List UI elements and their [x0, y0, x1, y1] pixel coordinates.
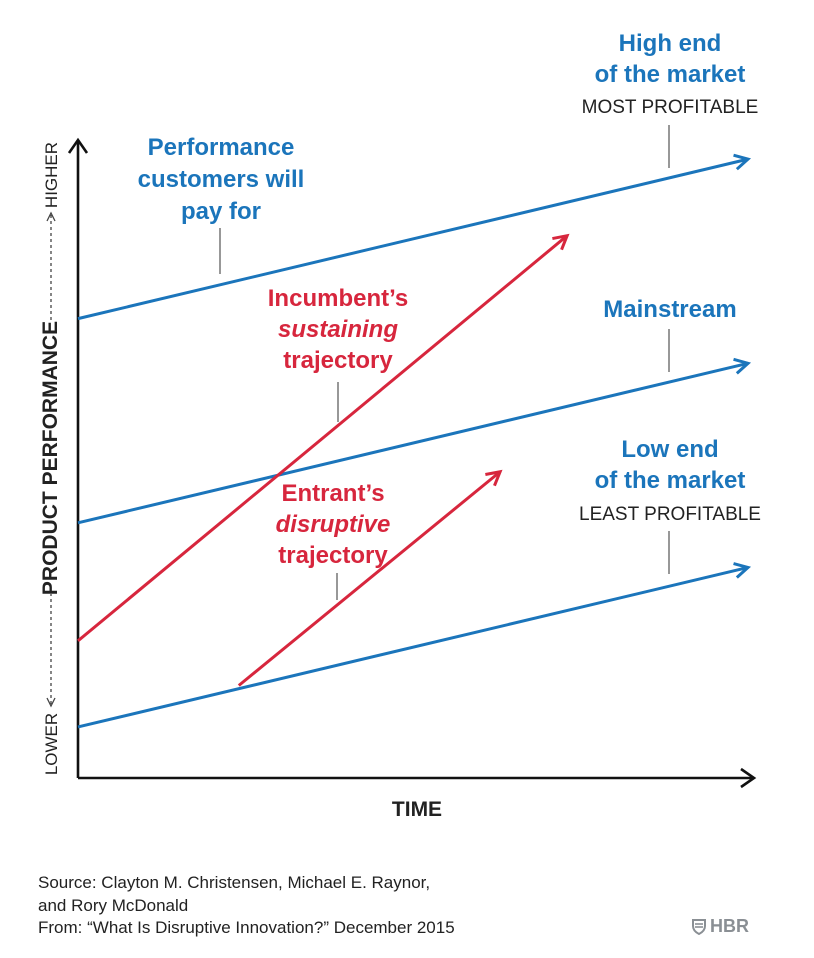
market-line-1 — [77, 361, 749, 525]
y-axis-label: PRODUCT PERFORMANCE — [39, 321, 62, 595]
market-label-0: High end — [619, 30, 722, 57]
chart-labels: High end of the market MOST PROFITABLE Main… — [138, 30, 761, 600]
trajectory-line-3 — [77, 234, 569, 642]
market-label-2: Low end — [621, 436, 718, 463]
annotation-label: customers will — [138, 166, 305, 193]
trajectory-label-4: Entrant’s — [281, 480, 384, 507]
source-note: Source: Clayton M. Christensen, Michael … — [38, 872, 678, 940]
shield-icon — [692, 918, 706, 935]
market-label-1: Mainstream — [603, 296, 736, 323]
x-axis-label: TIME — [392, 798, 442, 821]
y-axis-high-guide-arrowhead — [46, 211, 56, 222]
y-axis-low-guide-arrowhead — [46, 697, 56, 708]
source-line: and Rory McDonald — [38, 895, 189, 915]
trajectory-label-4: disruptive — [276, 511, 391, 538]
market-line-0-arrowhead — [733, 153, 752, 171]
y-axis-low-label: LOWER — [42, 713, 61, 775]
trajectory-label-4: trajectory — [278, 542, 388, 569]
market-sublabel-2: LEAST PROFITABLE — [579, 504, 761, 525]
y-axis-high-label: HIGHER — [42, 142, 61, 208]
market-line-2 — [77, 566, 749, 729]
annotation-label: Performance — [148, 134, 295, 161]
y-axis-arrowhead — [67, 137, 89, 154]
market-line-1-arrowhead — [733, 357, 752, 375]
annotation-label: pay for — [181, 198, 261, 225]
trajectory-label-3: Incumbent’s — [268, 285, 408, 312]
trajectory-line-4-arrowhead — [485, 469, 503, 487]
source-line: Source: Clayton M. Christensen, Michael … — [38, 873, 431, 892]
market-label-2: of the market — [595, 467, 746, 494]
brand-name: HBR — [710, 916, 749, 936]
trajectory-line-4 — [237, 470, 502, 687]
trajectory-label-3: trajectory — [283, 347, 393, 374]
chart-marks — [77, 153, 752, 729]
source-line: From: “What Is Disruptive Innovation?” D… — [38, 918, 455, 937]
market-sublabel-0: MOST PROFITABLE — [582, 97, 759, 118]
trajectory-line-3-arrowhead — [552, 233, 570, 251]
axes: TIME PRODUCT PERFORMANCE LOWER HIGHER — [39, 137, 757, 821]
market-line-2-arrowhead — [733, 562, 752, 579]
market-label-0: of the market — [595, 61, 746, 88]
trajectory-label-3: sustaining — [278, 316, 398, 343]
x-axis-arrowhead — [740, 767, 757, 789]
market-line-0 — [77, 157, 749, 321]
brand-logo: HBR — [692, 916, 749, 937]
